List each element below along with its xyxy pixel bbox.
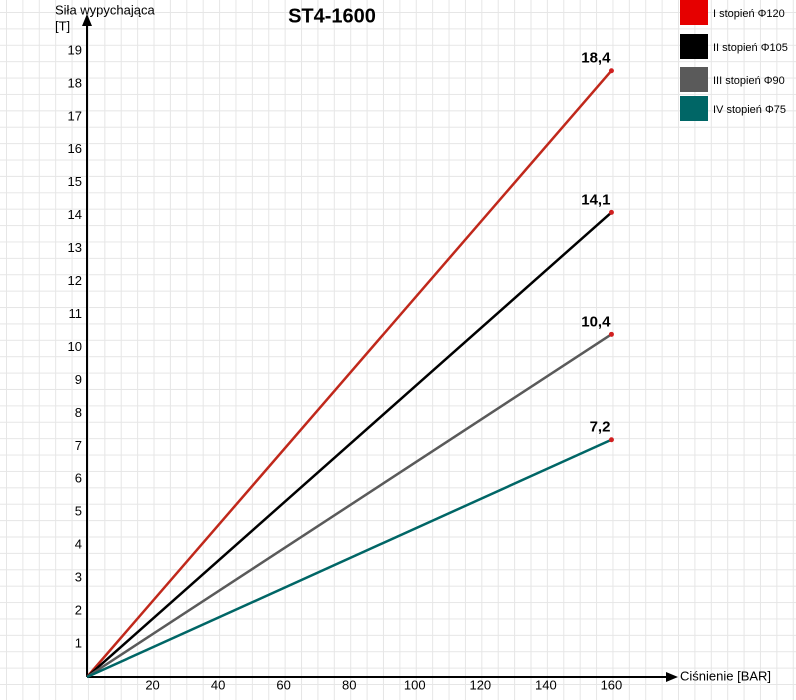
- y-tick-label: 4: [75, 537, 82, 552]
- y-tick-label: 9: [75, 372, 82, 387]
- value-label: 18,4: [581, 50, 611, 67]
- end-point: [608, 437, 614, 443]
- legend-swatch: [680, 34, 708, 59]
- x-tick-label: 20: [145, 677, 159, 692]
- series-line: [86, 211, 613, 678]
- x-axis-arrow: [666, 672, 678, 682]
- y-tick-label: 14: [68, 207, 82, 222]
- x-tick-label: 120: [469, 677, 491, 692]
- y-tick-label: 5: [75, 504, 82, 519]
- y-tick-label: 11: [69, 306, 83, 321]
- x-tick-label: 140: [535, 677, 557, 692]
- x-tick-label: 160: [601, 677, 623, 692]
- y-tick-label: 2: [75, 603, 82, 618]
- y-tick-label: 13: [68, 240, 82, 255]
- value-label: 14,1: [581, 191, 610, 208]
- y-tick-label: 19: [68, 42, 82, 57]
- y-tick-label: 17: [68, 108, 82, 123]
- y-tick-label: 16: [68, 141, 82, 156]
- y-tick-label: 12: [68, 273, 82, 288]
- value-label: 10,4: [581, 313, 611, 330]
- y-axis-label: [T]: [55, 18, 70, 33]
- x-tick-label: 80: [342, 677, 356, 692]
- x-tick-label: 60: [276, 677, 290, 692]
- legend-label: III stopień Φ90: [713, 75, 785, 87]
- series-line: [86, 69, 613, 678]
- y-tick-label: 18: [68, 75, 82, 90]
- y-axis-arrow: [82, 14, 92, 26]
- y-tick-label: 7: [75, 438, 82, 453]
- x-axis-label: Ciśnienie [BAR]: [680, 668, 771, 683]
- y-tick-label: 15: [68, 174, 82, 189]
- y-tick-label: 1: [75, 635, 82, 650]
- legend-label: IV stopień Φ75: [713, 104, 786, 116]
- series-line: [86, 333, 613, 679]
- x-tick-label: 40: [211, 677, 225, 692]
- end-point: [608, 209, 614, 215]
- y-tick-label: 3: [75, 570, 82, 585]
- y-tick-label: 8: [75, 405, 82, 420]
- legend-label: I stopień Φ120: [713, 8, 785, 20]
- series-line: [86, 438, 612, 679]
- legend-swatch: [680, 0, 708, 25]
- value-label: 7,2: [590, 419, 611, 436]
- legend-label: II stopień Φ105: [713, 42, 788, 54]
- y-axis-label: Siła wypychająca: [55, 2, 155, 17]
- end-point: [608, 331, 614, 337]
- y-tick-label: 10: [68, 339, 82, 354]
- y-tick-label: 6: [75, 471, 82, 486]
- legend-swatch: [680, 67, 708, 92]
- legend-swatch: [680, 96, 708, 121]
- end-point: [608, 68, 614, 74]
- chart-title: ST4-1600: [288, 5, 376, 27]
- x-tick-label: 100: [404, 677, 426, 692]
